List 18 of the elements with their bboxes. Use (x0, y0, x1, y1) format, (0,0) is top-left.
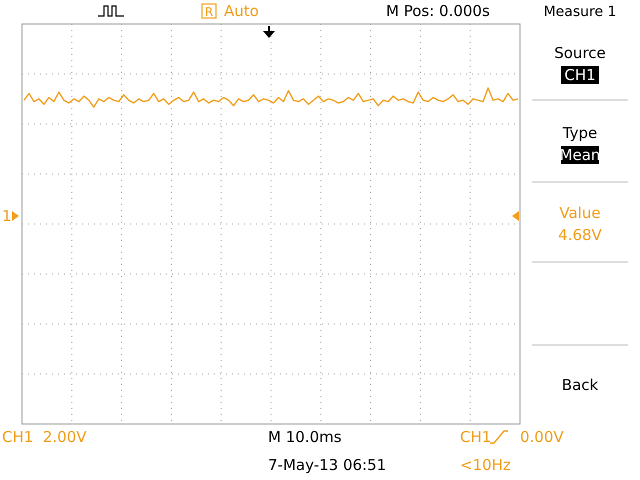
text: Mean (560, 146, 600, 164)
text: Source (554, 44, 606, 62)
text: <10Hz (460, 456, 511, 474)
text: CH1 2.00V (2, 428, 88, 446)
text: 4.68V (558, 226, 603, 244)
text: M 10.0ms (268, 428, 342, 446)
text: Auto (224, 2, 259, 20)
text: Measure 1 (544, 4, 616, 20)
text: 7-May-13 06:51 (268, 456, 386, 474)
text: CH1 (460, 428, 492, 446)
text: M Pos: 0.000s (386, 2, 490, 20)
text: R (204, 5, 214, 19)
text: Back (562, 376, 599, 394)
text: Type (562, 124, 598, 142)
text: 0.00V (520, 428, 564, 446)
text: 1 (2, 207, 12, 225)
text: Value (559, 204, 601, 222)
text: CH1 (564, 66, 596, 84)
